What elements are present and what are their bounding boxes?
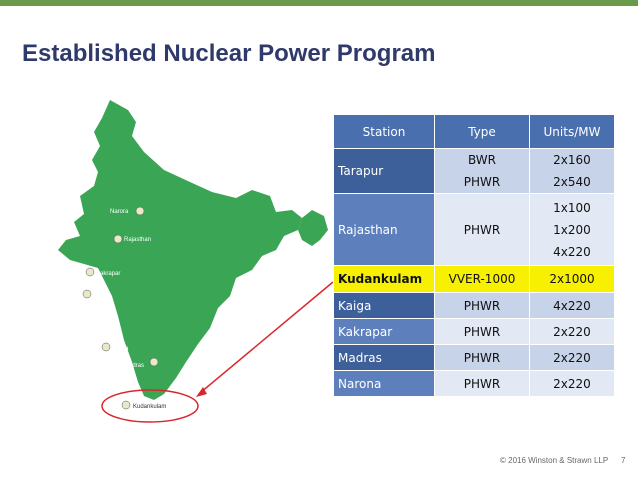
radiation-icon [121, 400, 131, 410]
station-cell: Kakrapar [333, 318, 435, 345]
type-cell: PHWR [434, 193, 530, 266]
units-line: 1x100 [553, 200, 591, 215]
site-label: Narora [110, 209, 129, 215]
station-cell: Tarapur [333, 148, 435, 194]
site-label: Kaiga [113, 346, 129, 352]
arrow-head-icon [196, 387, 207, 397]
type-cell: PHWR [434, 292, 530, 319]
site-kakrapar: Kakrapar [85, 267, 120, 277]
type-cell: PHWR [434, 370, 530, 397]
site-label: Rajasthan [124, 237, 151, 243]
site-narora: Narora [110, 206, 145, 216]
station-cell: Rajasthan [333, 193, 435, 266]
table-row: Rajasthan PHWR 1x100 1x200 4x220 [333, 193, 615, 266]
site-label: Tarapur [58, 293, 78, 299]
units-line: 1x200 [553, 222, 591, 237]
table-row: Narona PHWR 2x220 [333, 370, 615, 397]
site-rajasthan: Rajasthan [113, 234, 151, 244]
units-line: 2x540 [553, 175, 591, 189]
type-line: PHWR [463, 175, 501, 189]
reactor-table: Station Type Units/MW Tarapur BWR PHWR 2… [333, 114, 615, 397]
units-line: 4x220 [553, 244, 591, 259]
table-row: Madras PHWR 2x220 [333, 344, 615, 371]
site-label: Kudankulam [133, 404, 166, 410]
units-cell: 4x220 [529, 292, 615, 319]
kudankulam-highlight-ellipse [101, 389, 199, 423]
site-madras: Madras [124, 357, 159, 369]
table-row: Kaiga PHWR 4x220 [333, 292, 615, 319]
col-header-units: Units/MW [529, 114, 615, 149]
units-cell: 1x100 1x200 4x220 [529, 193, 615, 266]
top-accent-bar [0, 0, 638, 6]
site-kudankulam: Kudankulam [121, 400, 166, 410]
type-cell: PHWR [434, 318, 530, 345]
pointer-arrow-line [199, 281, 334, 394]
table-row: Tarapur BWR PHWR 2x160 2x540 [333, 148, 615, 194]
radiation-icon [82, 289, 92, 299]
slide-title: Established Nuclear Power Program [22, 40, 436, 67]
india-landmass [58, 100, 302, 400]
site-label: Kakrapar [96, 271, 120, 277]
page-number: 7 [621, 456, 626, 465]
table-header-row: Station Type Units/MW [333, 114, 615, 149]
units-cell: 2x220 [529, 318, 615, 345]
type-cell: BWR PHWR [434, 148, 530, 194]
units-cell: 2x220 [529, 344, 615, 371]
station-cell: Narona [333, 370, 435, 397]
units-cell: 2x220 [529, 370, 615, 397]
table-row-highlighted: Kudankulam VVER-1000 2x1000 [333, 265, 615, 293]
india-map: Narora Rajasthan Kakrapar Tarapur Kaiga … [58, 100, 328, 410]
station-cell: Madras [333, 344, 435, 371]
radiation-icon [85, 267, 95, 277]
type-cell: VVER-1000 [434, 265, 530, 293]
station-cell: Kudankulam [333, 265, 435, 293]
type-line: BWR [467, 153, 496, 167]
units-line: 2x160 [553, 153, 591, 167]
site-tarapur: Tarapur [58, 289, 92, 299]
site-label: Madras [124, 363, 144, 369]
radiation-icon [149, 357, 159, 367]
station-cell: Kaiga [333, 292, 435, 319]
radiation-icon [113, 234, 123, 244]
col-header-type: Type [434, 114, 530, 149]
northeast-region [298, 210, 328, 246]
type-line: PHWR [463, 222, 501, 237]
col-header-station: Station [333, 114, 435, 149]
radiation-icon [101, 342, 111, 352]
units-cell: 2x160 2x540 [529, 148, 615, 194]
radiation-icon [135, 206, 145, 216]
table-row: Kakrapar PHWR 2x220 [333, 318, 615, 345]
units-cell: 2x1000 [529, 265, 615, 293]
copyright-footer: © 2016 Winston & Strawn LLP [500, 456, 609, 465]
site-kaiga: Kaiga [101, 342, 129, 352]
type-cell: PHWR [434, 344, 530, 371]
